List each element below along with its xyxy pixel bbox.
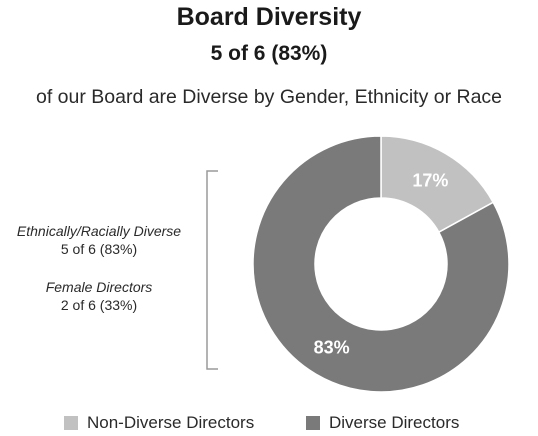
chart-legend: Non-Diverse Directors Diverse Directors xyxy=(0,412,538,434)
annotation-value: 2 of 6 (33%) xyxy=(60,297,138,313)
annotation-female-directors: Female Directors 2 of 6 (33%) xyxy=(0,278,199,314)
annotation-ethnically-diverse: Ethnically/Racially Diverse 5 of 6 (83%) xyxy=(0,222,199,258)
legend-label: Non-Diverse Directors xyxy=(87,413,255,432)
data-label-non-diverse: 17% xyxy=(412,171,448,191)
legend-item-non-diverse: Non-Diverse Directors xyxy=(64,412,254,434)
annotation-value: 5 of 6 (83%) xyxy=(60,241,138,257)
legend-label: Diverse Directors xyxy=(329,413,460,432)
annotation-label: Ethnically/Racially Diverse xyxy=(16,223,182,239)
chart-title: Board Diversity xyxy=(176,3,362,31)
annotation-label: Female Directors xyxy=(45,279,153,295)
slice-diverse xyxy=(252,135,510,393)
chart-subtitle: 5 of 6 (83%) xyxy=(210,42,328,65)
data-label-diverse: 83% xyxy=(314,337,350,357)
legend-item-diverse: Diverse Directors xyxy=(306,412,459,434)
legend-swatch xyxy=(306,416,320,430)
legend-swatch xyxy=(64,416,78,430)
chart-caption: of our Board are Diverse by Gender, Ethn… xyxy=(35,86,503,108)
